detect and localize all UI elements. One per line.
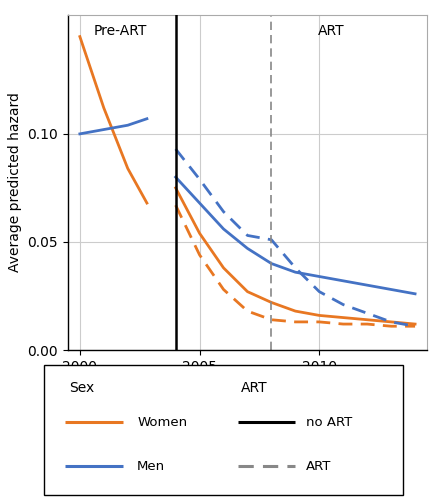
Text: ART: ART [318,24,345,38]
FancyBboxPatch shape [44,365,403,495]
Y-axis label: Average predicted hazard: Average predicted hazard [8,92,22,272]
Text: Men: Men [137,460,165,473]
Text: Pre-ART: Pre-ART [94,24,147,38]
Text: Women: Women [137,416,187,428]
Text: Sex: Sex [69,380,94,394]
Text: no ART: no ART [306,416,352,428]
Text: ART: ART [306,460,332,473]
Text: ART: ART [241,380,268,394]
X-axis label: Year: Year [231,380,264,394]
